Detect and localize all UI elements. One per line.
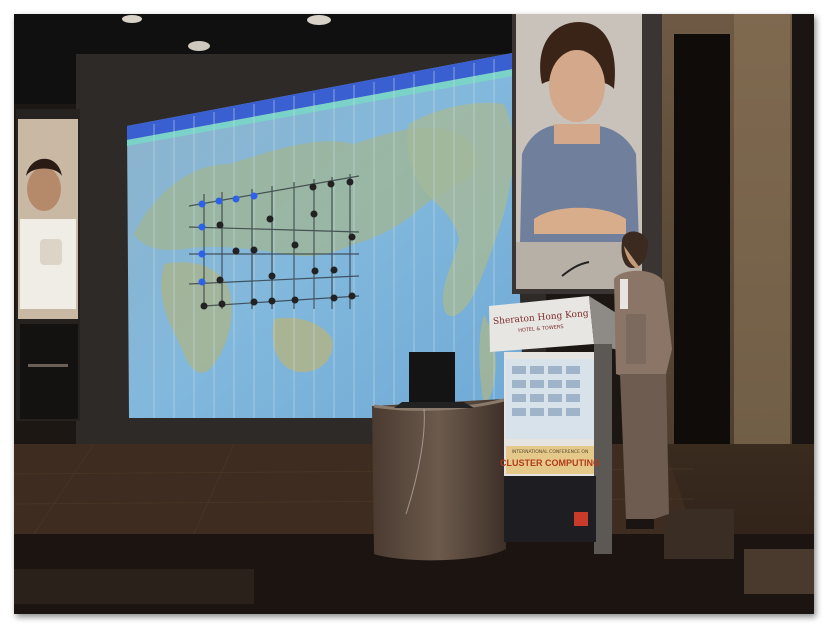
stage-scene: Sheraton Hong Kong HOTEL & TOWERS INTERN…	[14, 14, 814, 614]
left-banner	[16, 109, 80, 421]
projection-screen	[127, 53, 524, 418]
speaker-person	[614, 231, 672, 529]
conference-photo: Sheraton Hong Kong HOTEL & TOWERS INTERN…	[14, 14, 814, 614]
podium-sign-subtext: HOTEL & TOWERS	[518, 324, 564, 334]
right-banner	[512, 14, 662, 294]
conference-banner-title: CLUSTER COMPUTING	[500, 458, 600, 468]
podium: Sheraton Hong Kong HOTEL & TOWERS INTERN…	[489, 261, 634, 554]
laptop-table	[372, 352, 506, 561]
conference-banner-top: INTERNATIONAL CONFERENCE ON	[512, 449, 589, 455]
